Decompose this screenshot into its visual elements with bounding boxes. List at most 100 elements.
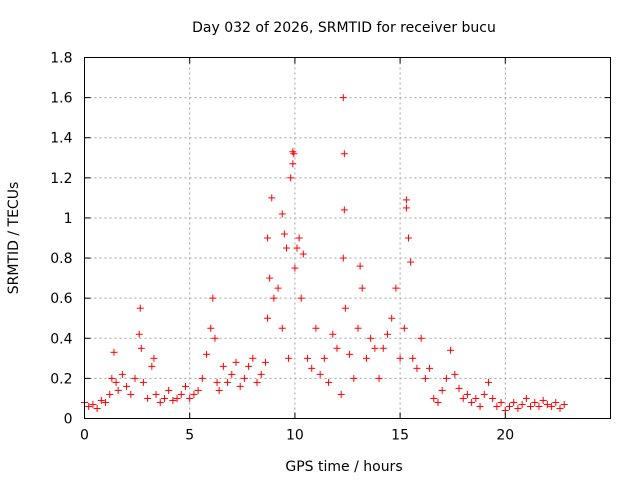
data-point xyxy=(354,324,362,332)
data-point xyxy=(165,386,173,394)
data-point xyxy=(274,284,282,292)
data-point xyxy=(150,354,158,362)
data-point xyxy=(339,94,347,102)
data-point xyxy=(468,398,476,406)
data-point xyxy=(209,294,217,302)
data-point xyxy=(173,394,181,402)
x-tick-label: 5 xyxy=(185,428,194,444)
data-point xyxy=(426,364,434,372)
data-point xyxy=(413,364,421,372)
data-point xyxy=(476,402,484,410)
data-point xyxy=(421,374,429,382)
data-point xyxy=(211,334,219,342)
data-point xyxy=(299,250,307,258)
data-point xyxy=(137,344,145,352)
data-point xyxy=(340,150,348,158)
data-point xyxy=(489,394,497,402)
data-point xyxy=(333,344,341,352)
y-tick-label: 0.8 xyxy=(50,251,72,267)
data-point xyxy=(442,374,450,382)
data-point xyxy=(224,378,232,386)
data-point xyxy=(506,402,514,410)
data-point xyxy=(266,274,274,282)
data-point xyxy=(358,284,366,292)
data-point xyxy=(136,304,144,312)
data-point xyxy=(160,394,168,402)
data-point xyxy=(535,402,543,410)
data-point xyxy=(289,160,297,168)
data-point xyxy=(97,396,105,404)
data-point xyxy=(232,358,240,366)
data-point xyxy=(264,234,272,242)
data-point xyxy=(459,394,467,402)
x-axis-label: GPS time / hours xyxy=(285,459,402,475)
data-point xyxy=(89,400,97,408)
data-point xyxy=(127,390,135,398)
y-tick-label: 1.8 xyxy=(50,51,72,67)
data-point xyxy=(190,390,198,398)
data-point xyxy=(203,350,211,358)
data-point xyxy=(556,404,564,412)
data-point xyxy=(293,244,301,252)
data-point xyxy=(402,196,410,204)
data-point xyxy=(329,330,337,338)
data-point xyxy=(139,378,147,386)
data-point xyxy=(409,354,417,362)
y-tick-label: 0.4 xyxy=(50,331,72,347)
data-point xyxy=(177,390,185,398)
data-point xyxy=(282,244,290,252)
data-point xyxy=(198,374,206,382)
data-point xyxy=(497,398,505,406)
y-axis-label: SRMTID / TECUs xyxy=(6,182,22,295)
data-point xyxy=(156,398,164,406)
data-point xyxy=(249,354,257,362)
data-point xyxy=(510,398,518,406)
data-point xyxy=(152,390,160,398)
data-point xyxy=(396,354,404,362)
data-point xyxy=(480,390,488,398)
data-point xyxy=(280,230,288,238)
data-point xyxy=(245,362,253,370)
data-point xyxy=(186,394,194,402)
data-point xyxy=(493,402,501,410)
data-point xyxy=(295,234,303,242)
data-point xyxy=(264,314,272,322)
data-point xyxy=(531,398,539,406)
data-point xyxy=(207,324,215,332)
data-point xyxy=(123,382,131,390)
data-point xyxy=(118,370,126,378)
data-point xyxy=(434,398,442,406)
data-point xyxy=(261,358,269,366)
x-tick-label: 10 xyxy=(286,428,304,444)
data-point xyxy=(144,394,152,402)
data-point xyxy=(400,324,408,332)
data-point xyxy=(93,404,101,412)
data-point xyxy=(340,206,348,214)
data-point xyxy=(527,402,535,410)
x-tick-label: 15 xyxy=(391,428,409,444)
y-tick-label: 1.6 xyxy=(50,91,72,107)
data-point xyxy=(362,354,370,362)
data-point xyxy=(337,390,345,398)
data-point xyxy=(484,378,492,386)
data-points xyxy=(81,94,568,414)
data-point xyxy=(240,374,248,382)
data-point xyxy=(290,150,298,158)
data-point xyxy=(548,402,556,410)
data-point xyxy=(194,386,202,394)
chart-title: Day 032 of 2026, SRMTID for receiver buc… xyxy=(192,20,496,36)
data-point xyxy=(447,346,455,354)
data-point xyxy=(367,334,375,342)
data-point xyxy=(383,330,391,338)
data-point xyxy=(257,370,265,378)
data-point xyxy=(312,324,320,332)
data-point xyxy=(430,394,438,402)
data-point xyxy=(285,354,293,362)
data-point xyxy=(451,370,459,378)
data-point xyxy=(320,354,328,362)
data-point xyxy=(270,294,278,302)
data-point xyxy=(106,390,114,398)
y-tick-label: 0.2 xyxy=(50,371,72,387)
